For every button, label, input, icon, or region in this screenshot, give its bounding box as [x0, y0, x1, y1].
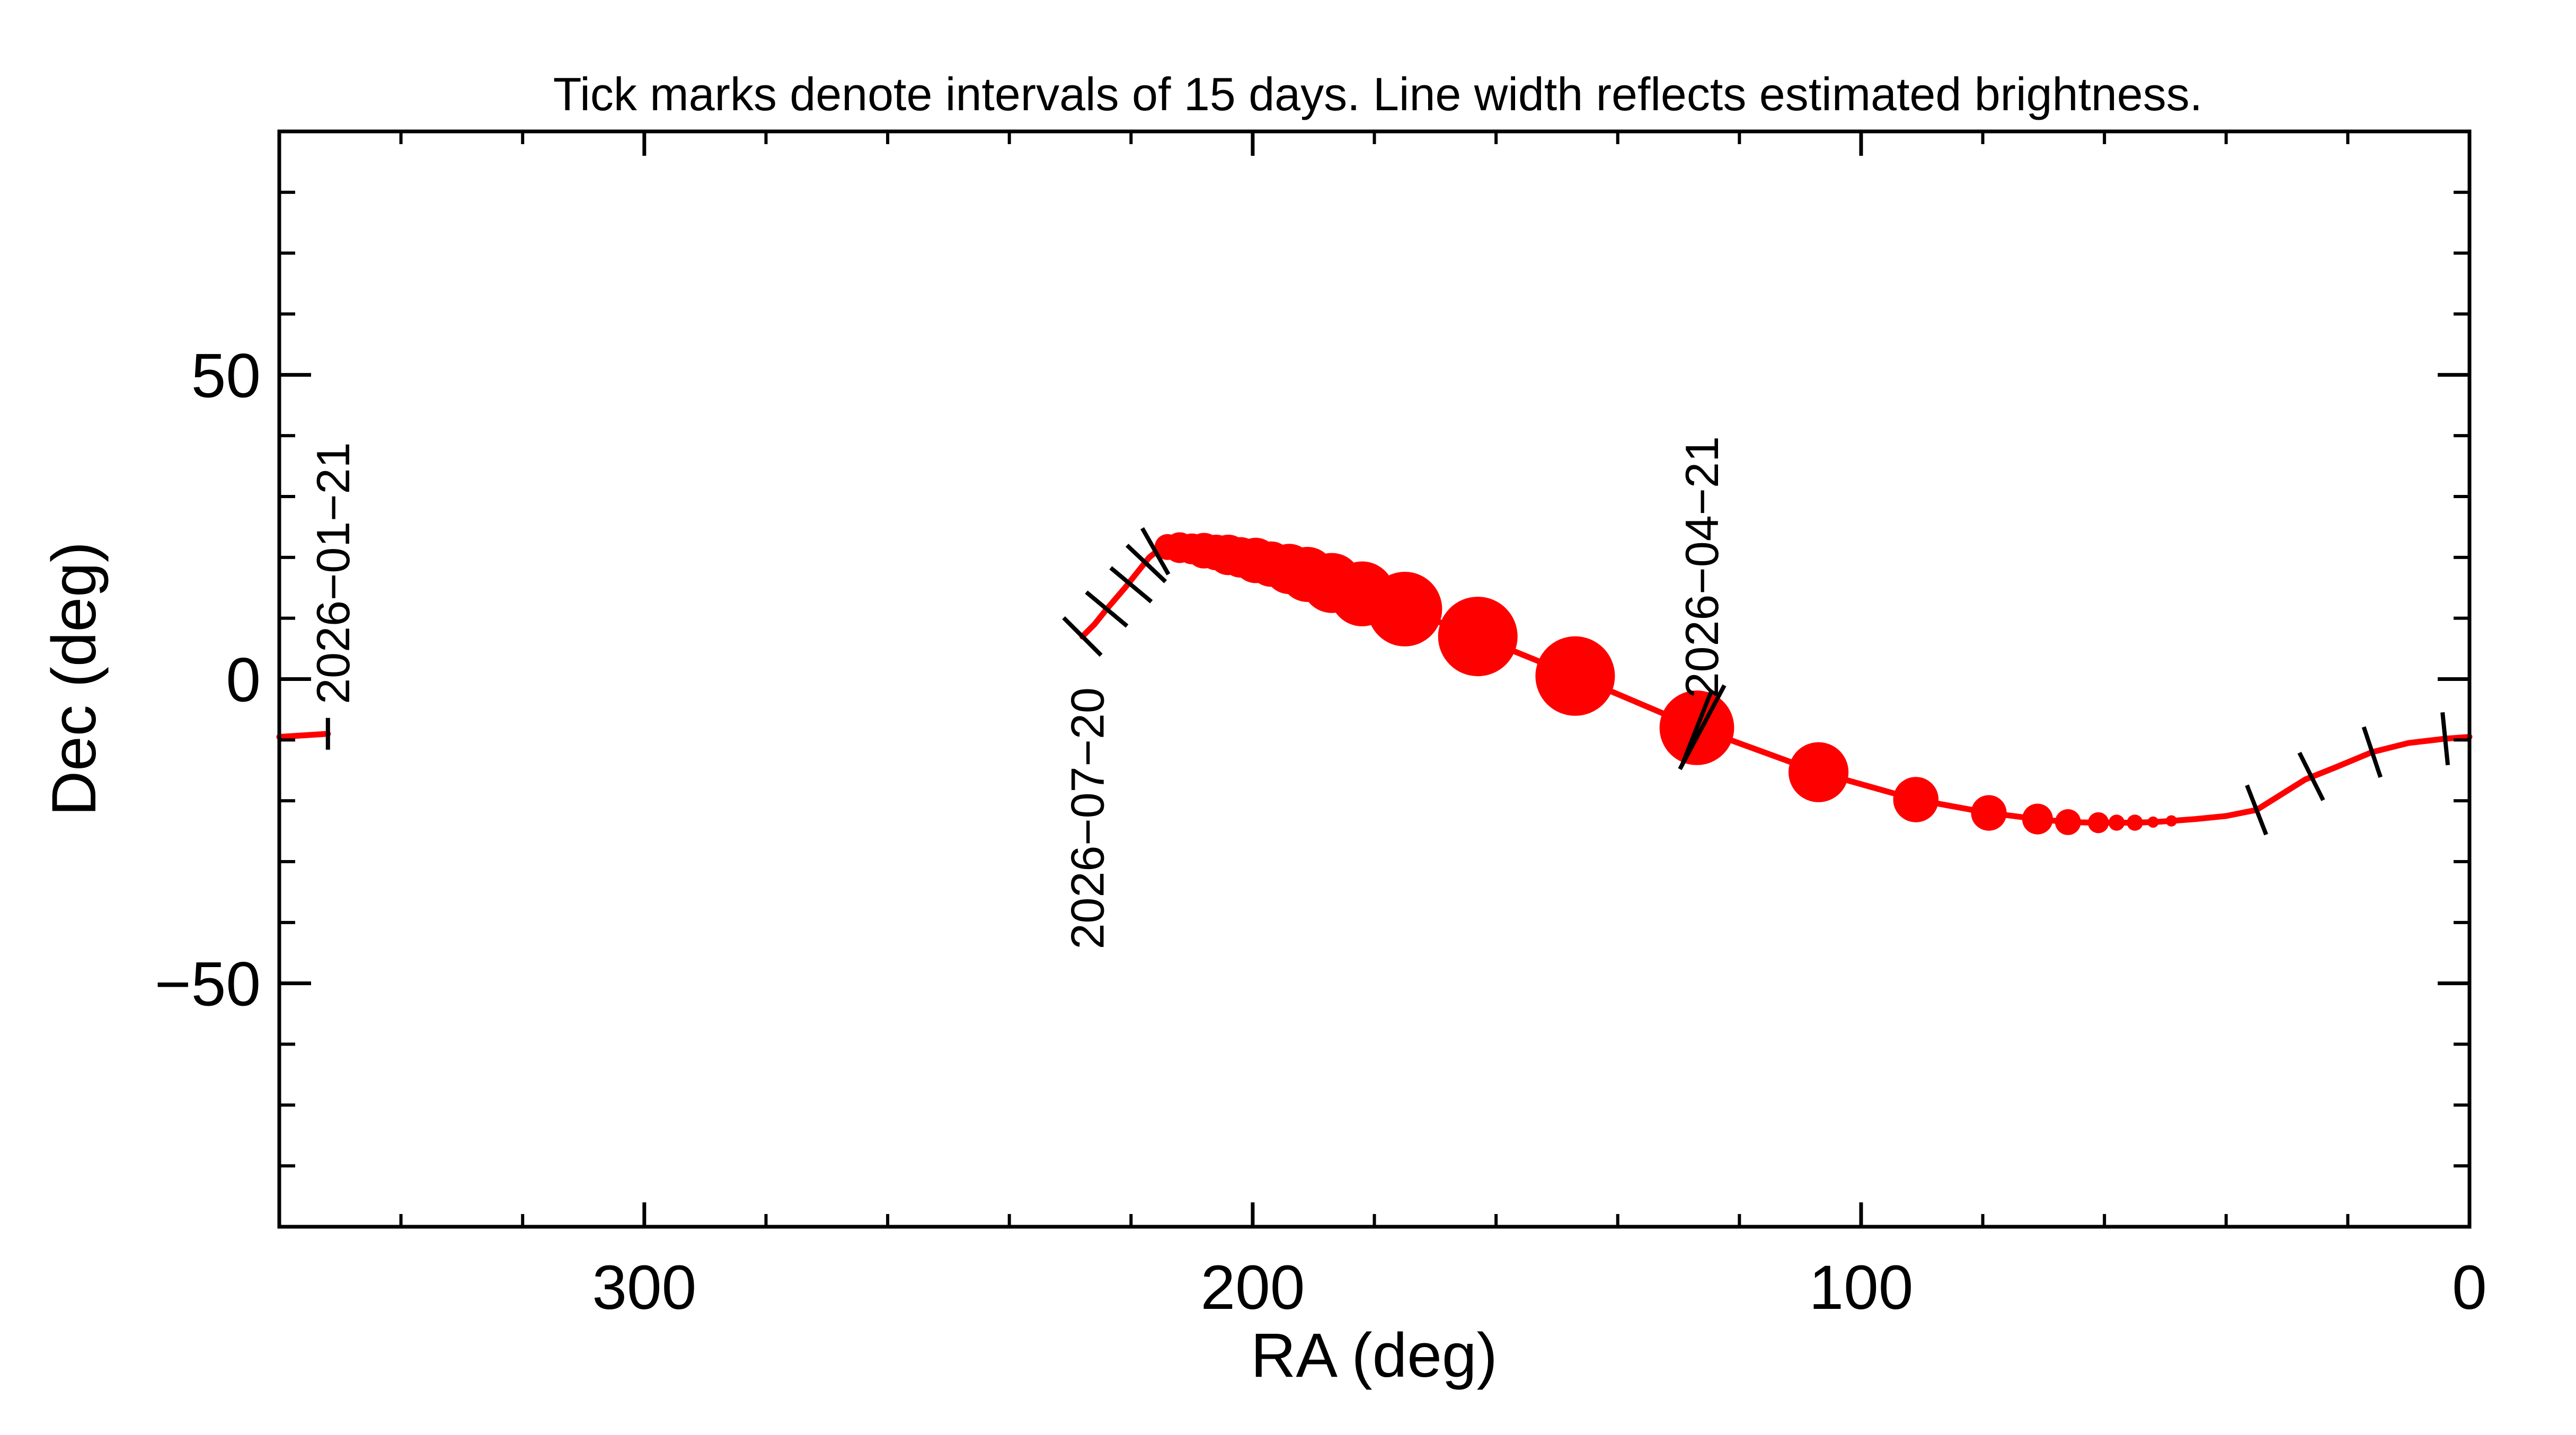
y-tick-label: 0: [226, 645, 261, 715]
interval-tick: [2440, 712, 2450, 766]
interval-tick: [1062, 616, 1103, 657]
date-label: 2026−07−20: [1061, 687, 1113, 949]
date-label: 2026−04−21: [1676, 436, 1728, 698]
interval-ticks: [325, 527, 2450, 836]
track-point: [2108, 814, 2125, 831]
axes: 300 200 100 0 50 0 −50: [155, 131, 2487, 1323]
date-labels: 2026−01−21 2026−07−20 2026−04−21: [307, 436, 1728, 949]
interval-tick: [1085, 590, 1129, 628]
interval-tick: [1140, 527, 1171, 575]
interval-tick: [2245, 784, 2269, 836]
track-point: [2055, 809, 2081, 835]
track-point: [1971, 795, 2007, 831]
x-axis-label: RA (deg): [1251, 1321, 1498, 1390]
interval-tick: [2297, 751, 2325, 801]
track-point: [2165, 815, 2177, 827]
track-point: [2022, 803, 2053, 835]
track-layer: [276, 532, 2473, 835]
x-tick-label: 300: [592, 1253, 696, 1323]
chart-title: Tick marks denote intervals of 15 days. …: [553, 68, 2202, 120]
track-point: [1438, 597, 1518, 677]
y-tick-label: 50: [191, 341, 261, 411]
interval-tick: [2361, 726, 2383, 778]
track-point: [2127, 814, 2143, 831]
x-tick-label: 0: [2452, 1253, 2487, 1323]
date-label: 2026−01−21: [307, 442, 359, 704]
track-point: [1535, 636, 1615, 716]
track-point: [2147, 816, 2159, 828]
y-axis-label: Dec (deg): [39, 542, 109, 816]
track-line-0: [276, 731, 331, 740]
track-point: [1789, 742, 1849, 802]
interval-tick: [1109, 566, 1153, 604]
x-tick-label: 200: [1200, 1253, 1305, 1323]
plot-area: 2026−01−21 2026−07−20 2026−04−21: [276, 129, 2473, 1229]
plot-frame: [277, 129, 2472, 1229]
track-point: [1893, 777, 1939, 822]
y-tick-label: −50: [155, 950, 261, 1020]
date-marker-line: [1678, 684, 1727, 770]
track-point: [2087, 812, 2109, 834]
interval-tick: [1125, 544, 1167, 583]
x-tick-label: 100: [1809, 1253, 1913, 1323]
